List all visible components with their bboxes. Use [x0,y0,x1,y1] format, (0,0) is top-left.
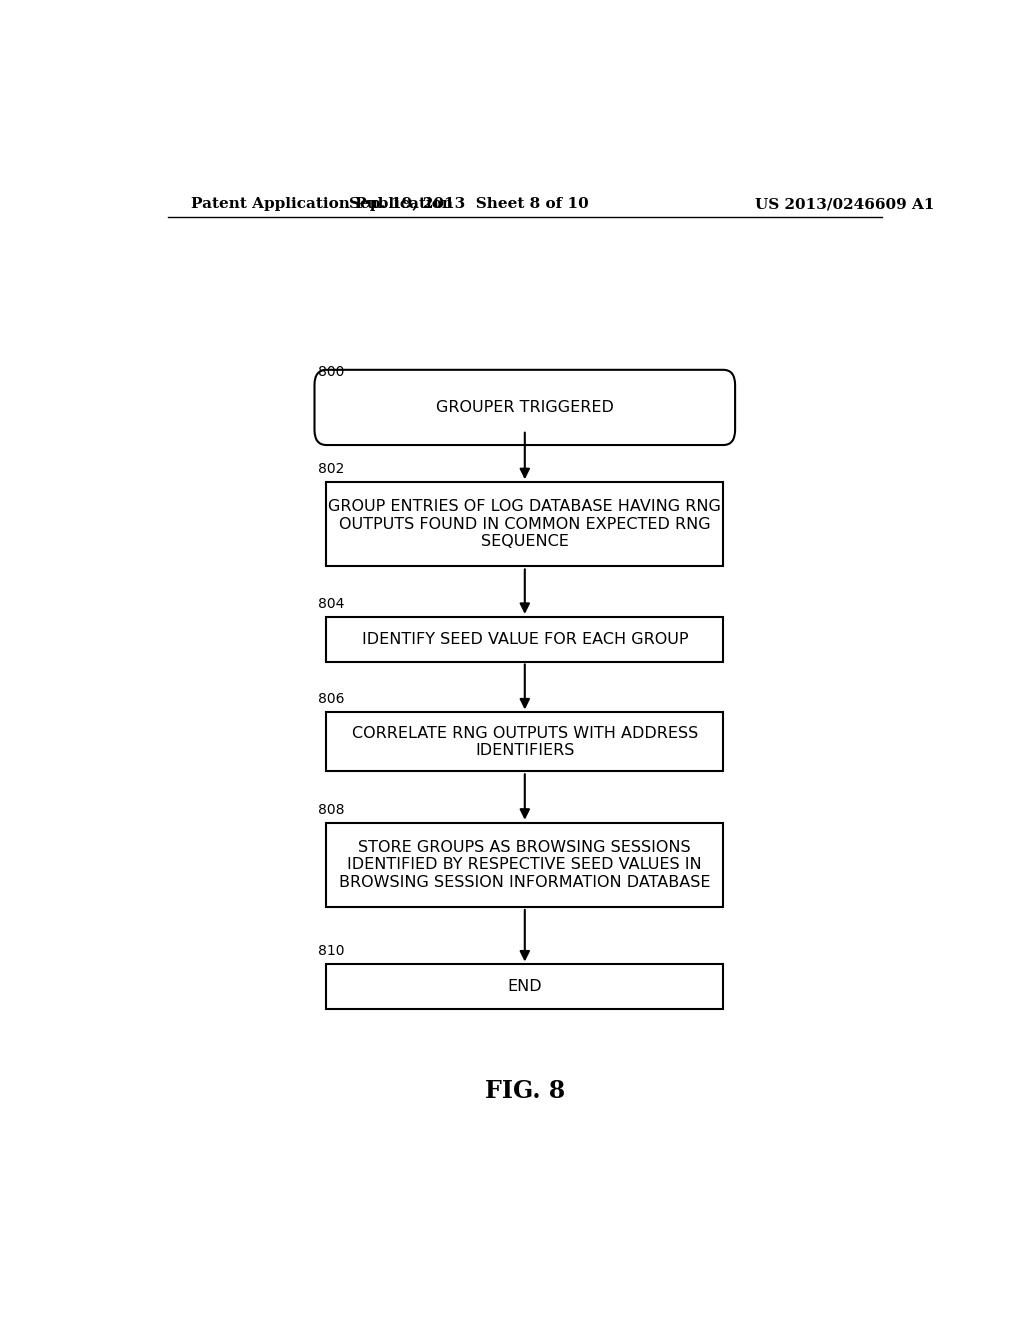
Text: 810: 810 [318,944,345,958]
FancyBboxPatch shape [314,370,735,445]
Text: GROUP ENTRIES OF LOG DATABASE HAVING RNG
OUTPUTS FOUND IN COMMON EXPECTED RNG
SE: GROUP ENTRIES OF LOG DATABASE HAVING RNG… [329,499,721,549]
Text: 808: 808 [318,803,345,817]
Text: US 2013/0246609 A1: US 2013/0246609 A1 [755,197,935,211]
Text: 804: 804 [318,597,345,611]
Text: 806: 806 [318,692,345,706]
Text: STORE GROUPS AS BROWSING SESSIONS
IDENTIFIED BY RESPECTIVE SEED VALUES IN
BROWSI: STORE GROUPS AS BROWSING SESSIONS IDENTI… [339,840,711,890]
Text: GROUPER TRIGGERED: GROUPER TRIGGERED [436,400,613,414]
FancyBboxPatch shape [327,822,723,907]
Text: 802: 802 [318,462,345,477]
FancyBboxPatch shape [327,713,723,771]
Text: CORRELATE RNG OUTPUTS WITH ADDRESS
IDENTIFIERS: CORRELATE RNG OUTPUTS WITH ADDRESS IDENT… [351,726,698,758]
FancyBboxPatch shape [327,482,723,566]
FancyBboxPatch shape [327,965,723,1008]
Text: FIG. 8: FIG. 8 [484,1080,565,1104]
Text: END: END [508,979,542,994]
Text: IDENTIFY SEED VALUE FOR EACH GROUP: IDENTIFY SEED VALUE FOR EACH GROUP [361,632,688,647]
FancyBboxPatch shape [327,616,723,661]
Text: Sep. 19, 2013  Sheet 8 of 10: Sep. 19, 2013 Sheet 8 of 10 [349,197,589,211]
Text: Patent Application Publication: Patent Application Publication [191,197,454,211]
Text: 800: 800 [318,364,345,379]
